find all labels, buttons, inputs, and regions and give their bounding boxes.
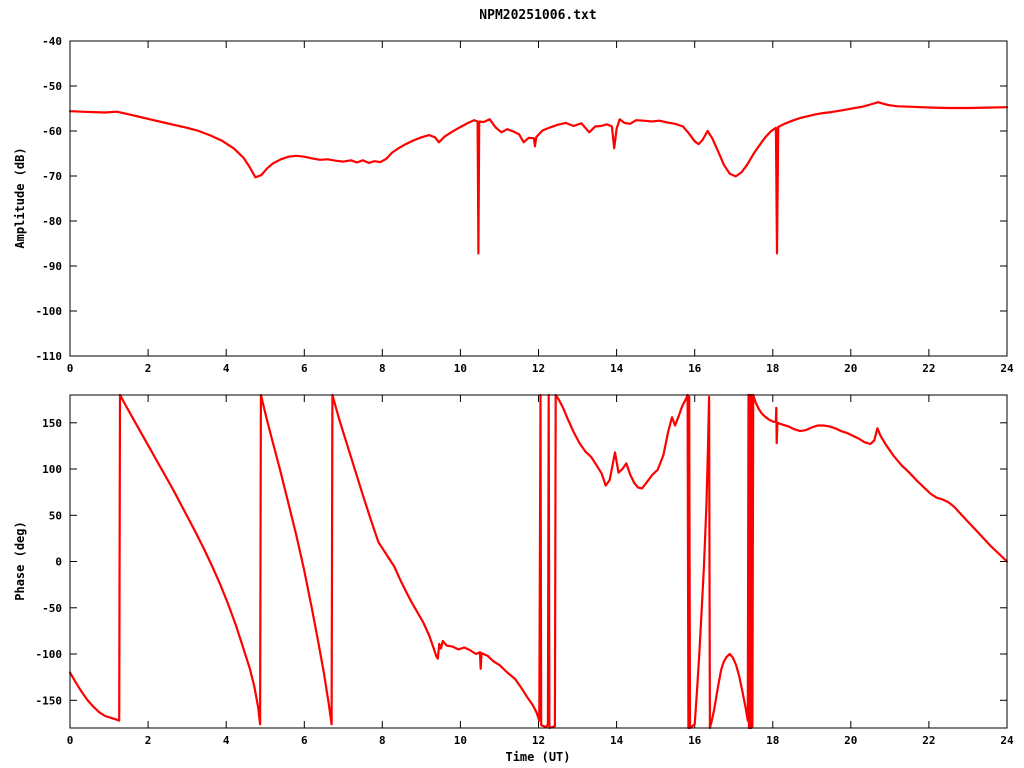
y-tick-label: -50 [42,80,62,93]
x-tick-label: 22 [922,734,935,747]
x-tick-label: 18 [766,362,779,375]
x-tick-label: 10 [454,362,467,375]
x-tick-label: 24 [1000,734,1014,747]
y-tick-label: -40 [42,35,62,48]
amplitude-border [69,40,1008,357]
x-tick-label: 8 [379,362,386,375]
x-tick-label: 12 [532,362,545,375]
x-tick-label: 18 [766,734,779,747]
x-tick-label: 20 [844,734,857,747]
x-tick-label: 20 [844,362,857,375]
phase-border [69,394,1008,729]
y-tick-label: -90 [42,260,62,273]
y-tick-label: -50 [42,602,62,615]
npm-amplitude-curve [68,101,1009,255]
y-tick-label: -150 [36,694,63,707]
x-tick-label: 2 [145,362,152,375]
x-tick-label: 0 [67,362,74,375]
npm-phase-curve [68,393,1009,730]
x-tick-label: 12 [532,734,545,747]
amplitude-panel: 0 2 4 6 8 10 12 14 16 18 20 22 24-110-100-90-80-70-6… [36,35,1014,375]
x-tick-label: 2 [145,734,152,747]
x-tick-label: 16 [688,362,702,375]
x-tick-label: 4 [223,734,230,747]
time-x-axis-label: Time (UT) [505,750,571,764]
x-tick-label: 14 [610,734,624,747]
y-tick-label: -110 [36,350,63,363]
y-tick-label: -60 [42,125,62,138]
y-tick-label: 100 [42,463,62,476]
y-tick-label: 150 [42,417,62,430]
x-tick-label: 0 [67,734,74,747]
y-tick-label: 50 [49,509,62,522]
x-tick-label: 6 [301,362,308,375]
phase-panel: 0 2 4 6 8 10 12 14 16 18 20 22 24-150-100-5005010015… [36,393,1014,747]
plot-title: NPM20251006.txt [479,8,597,23]
x-tick-label: 6 [301,734,308,747]
x-tick-label: 14 [610,362,624,375]
x-tick-label: 10 [454,734,467,747]
y-tick-label: 0 [55,556,62,569]
x-tick-label: 4 [223,362,230,375]
y-tick-label: -100 [36,305,63,318]
x-tick-label: 8 [379,734,386,747]
y-tick-label: -70 [42,170,62,183]
y-tick-label: -100 [36,648,63,661]
y-tick-label: -80 [42,215,62,228]
x-tick-label: 24 [1000,362,1014,375]
x-tick-label: 16 [688,734,702,747]
x-tick-label: 22 [922,362,935,375]
